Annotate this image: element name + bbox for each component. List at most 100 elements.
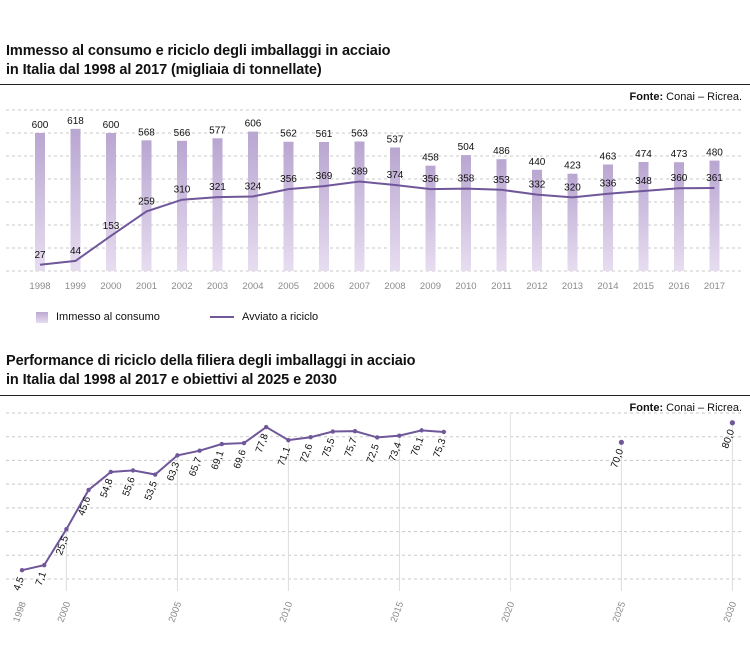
x-tick-label: 2010 bbox=[455, 281, 476, 292]
x-tick-label: 2011 bbox=[491, 281, 511, 292]
x-tick-label: 2030 bbox=[722, 600, 740, 624]
legend-item-riciclo: Avviato a riciclo bbox=[209, 311, 318, 323]
x-tick-label: 2006 bbox=[313, 281, 334, 292]
bar bbox=[319, 141, 329, 271]
bar-value-label: 606 bbox=[245, 119, 262, 130]
line-value-label: 361 bbox=[706, 173, 723, 184]
chart1-top-rule bbox=[0, 84, 750, 85]
data-point bbox=[330, 429, 335, 434]
x-tick-label: 1998 bbox=[11, 600, 29, 624]
point-value-label: 4,5 bbox=[12, 575, 27, 592]
bar bbox=[70, 128, 81, 271]
x-tick-label: 2010 bbox=[278, 600, 296, 624]
bar bbox=[638, 161, 649, 271]
x-tick-label: 2005 bbox=[167, 600, 185, 624]
series-line-performance bbox=[21, 425, 444, 572]
data-point bbox=[264, 424, 269, 430]
bar-value-label: 563 bbox=[351, 129, 368, 140]
x-tick-label: 2016 bbox=[668, 281, 689, 292]
chart1-source-label: Fonte: bbox=[629, 91, 664, 103]
data-point bbox=[219, 441, 224, 447]
series-line-riciclo bbox=[39, 180, 715, 266]
chart2-source: Fonte: Conai – Ricrea. bbox=[630, 402, 742, 414]
bar bbox=[248, 131, 258, 271]
x-tick-label: 2001 bbox=[136, 281, 157, 292]
x-tick-label: 2008 bbox=[384, 281, 405, 292]
line-value-label: 336 bbox=[600, 179, 617, 190]
bar-value-label: 562 bbox=[280, 129, 297, 140]
chart1-title-line1: Immesso al consumo e riciclo degli imbal… bbox=[6, 43, 391, 59]
point-value-label: 55,6 bbox=[121, 475, 138, 497]
point-value-label: 77,8 bbox=[254, 432, 271, 454]
chart2-title-line1: Performance di riciclo della filiera deg… bbox=[6, 353, 416, 369]
bar bbox=[106, 133, 116, 271]
line-value-label: 153 bbox=[103, 221, 120, 232]
line-value-label: 360 bbox=[671, 173, 688, 184]
line-value-label: 324 bbox=[245, 181, 262, 192]
point-value-label: 72,6 bbox=[298, 442, 315, 464]
line-value-label: 259 bbox=[138, 196, 155, 207]
x-tick-label: 1998 bbox=[29, 281, 50, 292]
x-tick-label: 2017 bbox=[704, 281, 725, 292]
chart1-title: Immesso al consumo e riciclo degli imbal… bbox=[6, 42, 391, 80]
data-point bbox=[286, 437, 291, 443]
data-point bbox=[197, 448, 202, 453]
data-point bbox=[308, 435, 313, 440]
legend-bar-swatch bbox=[36, 311, 48, 323]
line-value-label: 320 bbox=[564, 182, 581, 193]
bar-value-label: 474 bbox=[635, 149, 652, 160]
data-point bbox=[153, 472, 158, 477]
line-value-label: 374 bbox=[387, 170, 404, 181]
bar-value-label: 537 bbox=[387, 134, 404, 145]
x-tick-label: 2005 bbox=[278, 281, 299, 292]
line-value-label: 310 bbox=[174, 185, 191, 196]
chart1-source: Fonte: Conai – Ricrea. bbox=[630, 91, 742, 103]
bar-value-label: 561 bbox=[316, 129, 333, 140]
data-point bbox=[130, 468, 136, 473]
line-value-label: 332 bbox=[529, 180, 546, 191]
point-value-label: 76,1 bbox=[409, 435, 426, 457]
bar bbox=[177, 140, 187, 271]
point-value-label: 25,5 bbox=[54, 534, 71, 556]
data-point bbox=[375, 435, 380, 440]
line-value-label: 27 bbox=[34, 250, 46, 261]
target-point bbox=[618, 439, 625, 445]
chart1-source-text: Conai – Ricrea. bbox=[663, 91, 742, 103]
data-point bbox=[108, 469, 114, 475]
target-point bbox=[729, 420, 736, 426]
target-value-label: 70,0 bbox=[609, 447, 626, 469]
bar bbox=[425, 165, 436, 271]
line-value-label: 348 bbox=[635, 176, 652, 187]
x-tick-label: 2020 bbox=[500, 600, 518, 624]
point-value-label: 75,7 bbox=[343, 436, 360, 458]
legend-label-immesso: Immesso al consumo bbox=[56, 311, 160, 323]
x-tick-label: 2009 bbox=[420, 281, 441, 292]
point-value-label: 69,6 bbox=[232, 448, 249, 470]
chart2-plot: 4,5 7,125,545,654,8 55,6 53,563,3 65,7 69,1 69… bbox=[6, 412, 744, 624]
data-point bbox=[86, 487, 91, 493]
data-point bbox=[64, 527, 69, 532]
bar-value-label: 440 bbox=[529, 157, 546, 168]
bar bbox=[141, 140, 152, 271]
bar bbox=[709, 160, 720, 271]
bar-value-label: 577 bbox=[209, 125, 226, 136]
data-point bbox=[397, 433, 402, 438]
line-value-label: 44 bbox=[70, 246, 82, 257]
line-value-label: 369 bbox=[316, 171, 333, 182]
chart1-plot: 600 1998 618 1999 600 2000 568 2001 566 2002 577 20… bbox=[6, 109, 744, 292]
bar-value-label: 473 bbox=[671, 149, 688, 160]
bar-value-label: 568 bbox=[138, 127, 155, 138]
point-value-label: 75,3 bbox=[432, 437, 449, 459]
bar-value-label: 600 bbox=[32, 120, 49, 131]
line-value-label: 321 bbox=[209, 182, 226, 193]
line-value-label: 356 bbox=[422, 174, 439, 185]
bar-value-label: 486 bbox=[493, 146, 510, 157]
bar-value-label: 423 bbox=[564, 161, 581, 172]
data-point bbox=[42, 562, 47, 568]
data-point bbox=[419, 428, 424, 433]
line-value-label: 389 bbox=[351, 167, 368, 178]
bar bbox=[35, 133, 45, 271]
bar bbox=[603, 164, 613, 271]
bar-value-label: 566 bbox=[174, 128, 191, 139]
bar bbox=[212, 138, 223, 271]
